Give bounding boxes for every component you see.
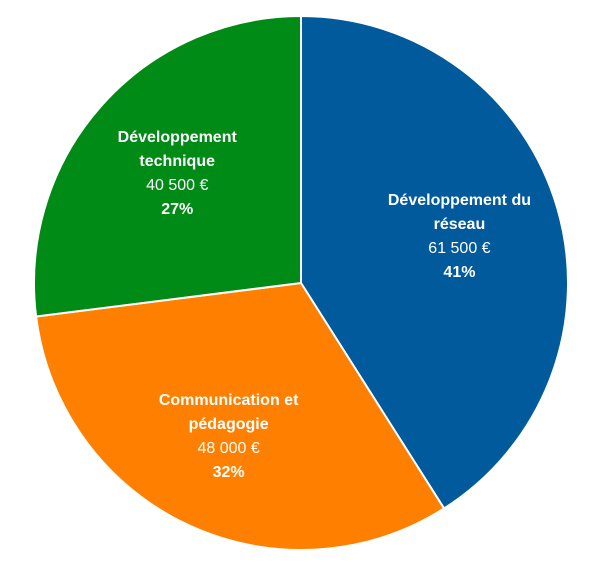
slice-percent: 32% <box>212 463 245 481</box>
slice-percent: 27% <box>161 200 194 218</box>
slice-name-line-1: Développement du <box>387 191 532 209</box>
slice-amount: 40 500 € <box>146 176 209 194</box>
slice-name-line-2: réseau <box>433 215 486 233</box>
slice-label-reseau: Développement du réseau 61 500 € 41% <box>388 189 531 285</box>
slice-name-line-2: pédagogie <box>188 415 269 433</box>
pie-slice-communication <box>34 281 446 551</box>
slice-name-line-1: Communication et <box>158 391 299 409</box>
slice-label-communication: Communication et pédagogie 48 000 € 32% <box>159 389 299 485</box>
pie-slice-reseau <box>300 14 569 510</box>
slice-percent: 41% <box>443 263 476 281</box>
slice-amount: 61 500 € <box>428 239 491 257</box>
slice-name-line-2: technique <box>139 152 215 170</box>
slice-name-line-1: Développement <box>117 128 237 146</box>
slice-amount: 48 000 € <box>197 439 260 457</box>
slice-label-technique: Développement technique 40 500 € 27% <box>118 126 237 222</box>
pie-slice-technique <box>33 14 302 318</box>
